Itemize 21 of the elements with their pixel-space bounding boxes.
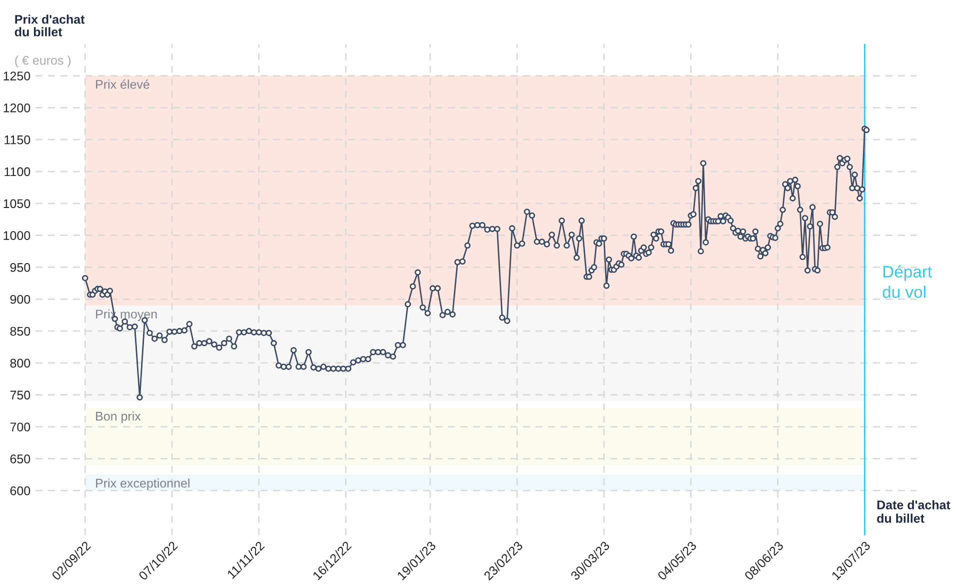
y-tick-label: 1250: [4, 72, 30, 80]
annotation: ( € euros ): [15, 56, 71, 68]
y-tick-label: 1000: [4, 231, 30, 240]
y-tick-label: 950: [10, 263, 30, 272]
band-label: Prix élevé: [96, 79, 150, 89]
y-tick-label: 850: [10, 326, 30, 336]
band-label: Prix exceptionnel: [96, 478, 190, 490]
y-tick-label: 900: [10, 294, 30, 304]
y-tick-label: 700: [10, 422, 30, 432]
y-tick-label: 600: [10, 486, 30, 496]
y-tick-label: 1100: [4, 167, 30, 176]
ref-line-label: Départ du vol: [882, 265, 932, 298]
band-label: Bon prix: [96, 411, 141, 424]
y-tick-label: 650: [10, 454, 30, 464]
y-tick-label: 750: [10, 390, 30, 400]
y-tick-label: 1150: [4, 135, 30, 144]
y-tick-label: 1200: [4, 103, 30, 112]
y-axis-title: Prix d'achat du billet: [14, 14, 85, 36]
y-tick-label: 1050: [4, 199, 30, 208]
x-axis-title: Date d'achat du billet: [877, 500, 950, 523]
y-tick-label: 800: [10, 358, 30, 368]
